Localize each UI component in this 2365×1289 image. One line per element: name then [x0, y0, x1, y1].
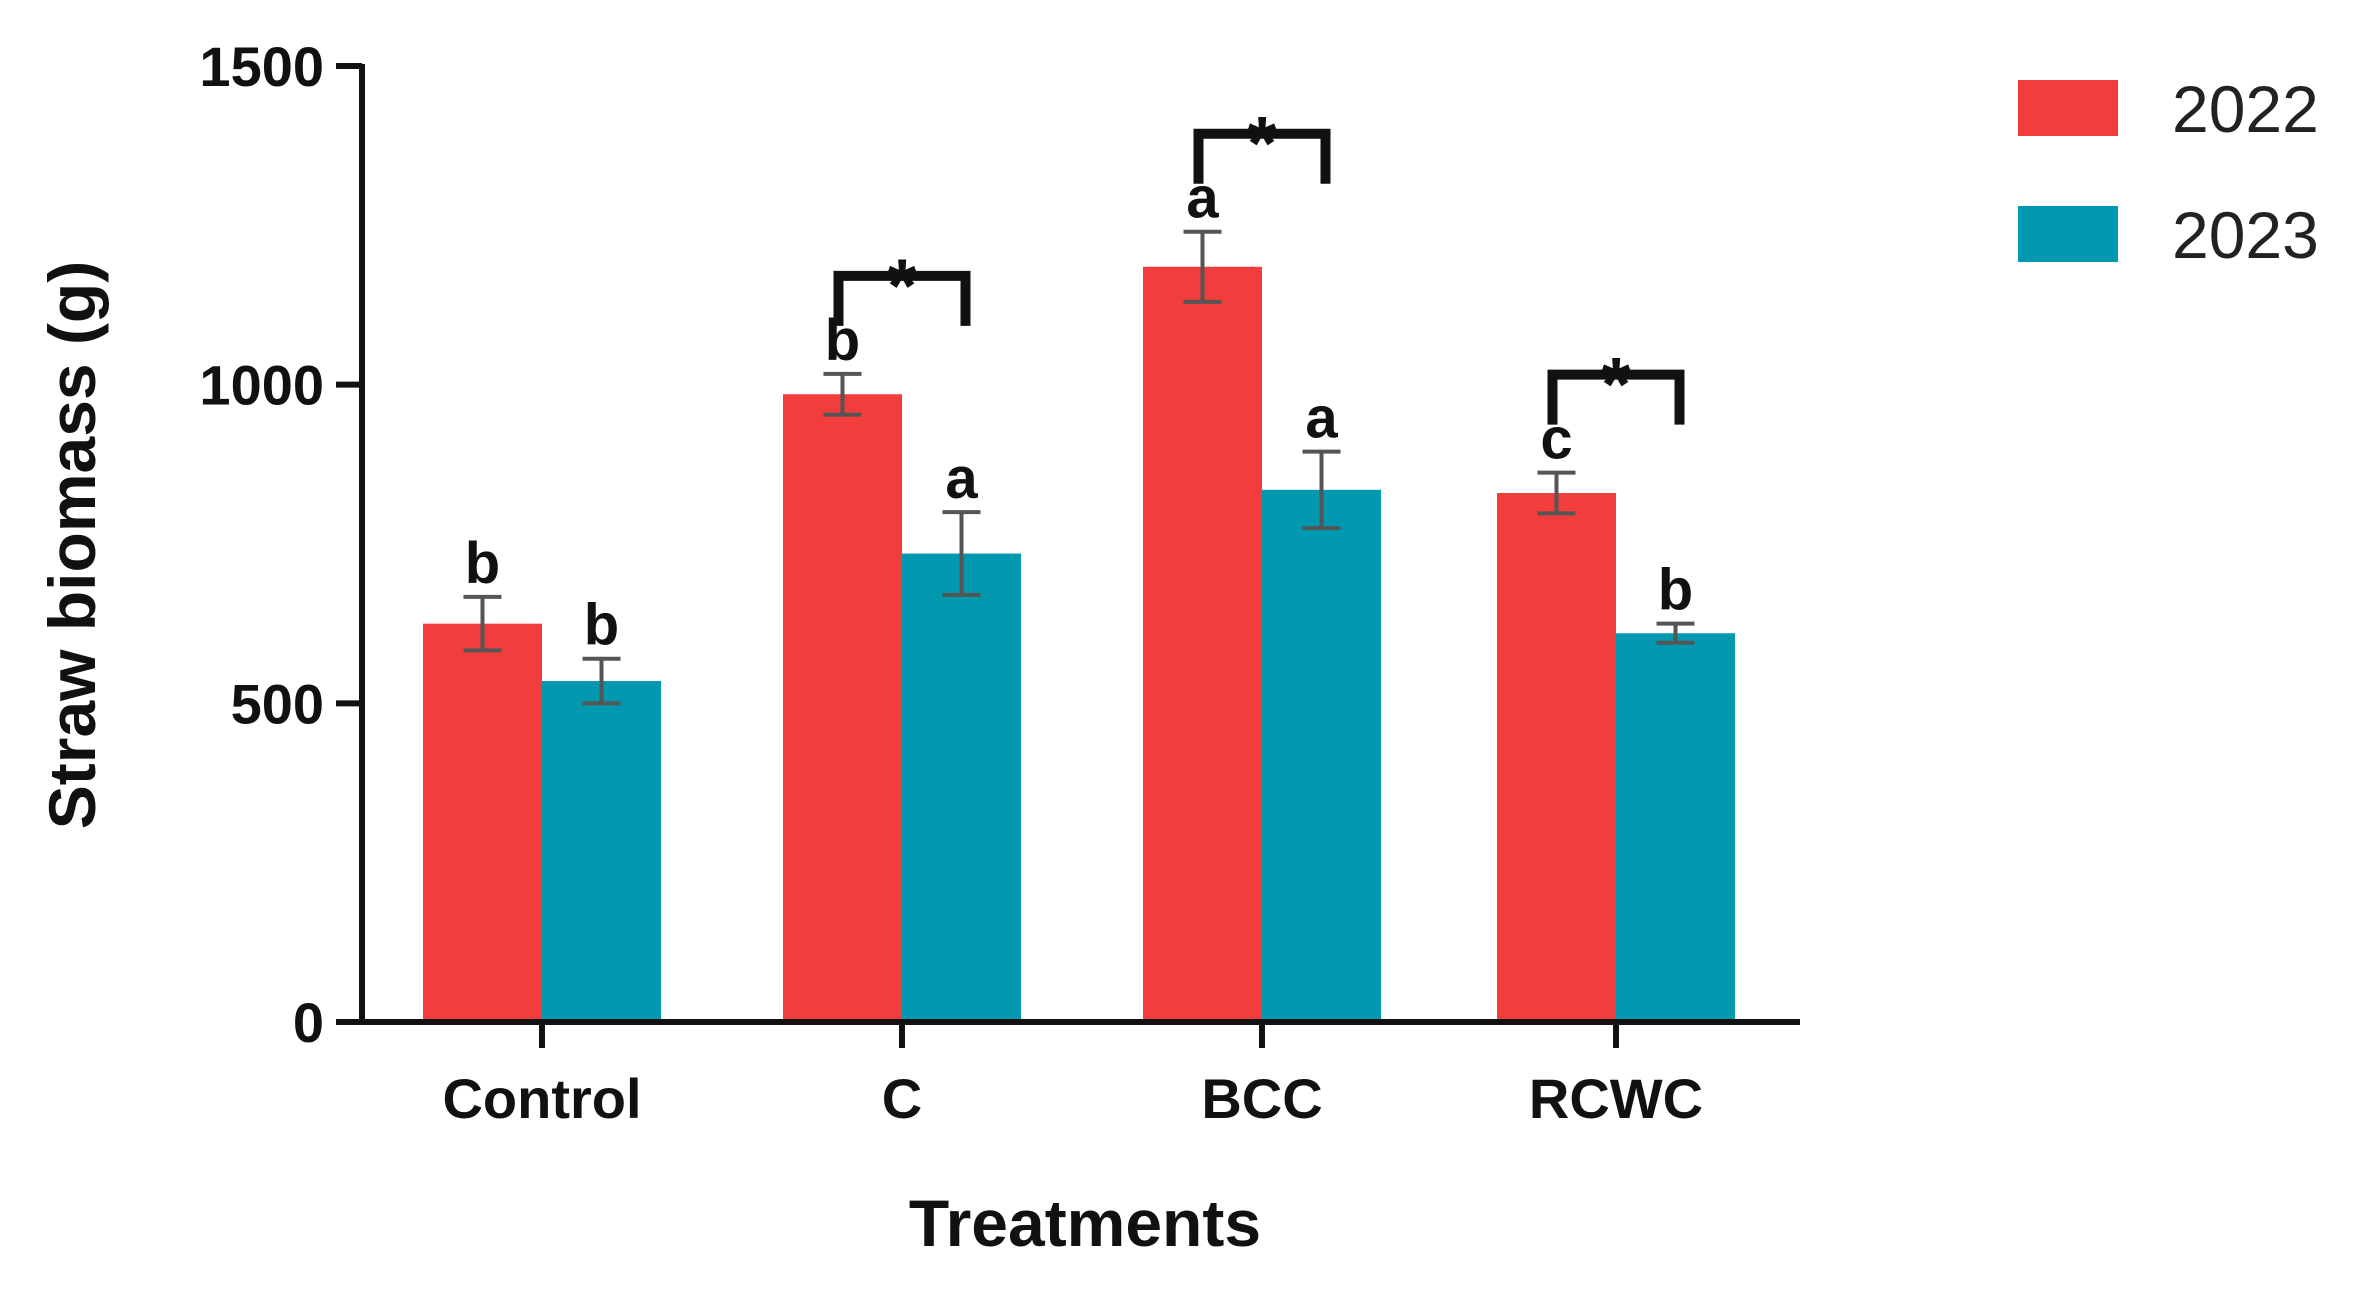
y-tick-label-1000: 1000	[199, 354, 324, 417]
bar-rcwc-2022	[1497, 493, 1616, 1023]
bars-group	[423, 266, 1735, 1023]
y-tick-label-500: 500	[231, 672, 324, 735]
error-bar-control-2022	[463, 594, 502, 653]
significance-star-bcc: *	[1247, 102, 1277, 187]
legend-label-2023: 2023	[2172, 198, 2319, 272]
y-axis-title: Straw biomass (g)	[35, 261, 109, 829]
significance-star-c: *	[887, 244, 917, 329]
bar-c-2023	[902, 553, 1021, 1022]
error-bar-bcc-2023	[1302, 449, 1341, 531]
error-bar-control-2023	[582, 656, 621, 706]
bar-rcwc-2023	[1616, 633, 1735, 1022]
x-tick-label-bcc: BCC	[1201, 1067, 1322, 1130]
bar-bcc-2023	[1262, 489, 1381, 1022]
significance-bracket-c: *	[833, 244, 971, 329]
legend-item-2022: 2022	[2018, 72, 2319, 146]
legend-item-2023: 2023	[2018, 198, 2319, 272]
significance-star-rcwc: *	[1601, 343, 1631, 428]
error-bar-rcwc-2023	[1656, 621, 1695, 645]
y-tick-label-1500: 1500	[199, 35, 324, 98]
legend-label-2022: 2022	[2172, 72, 2319, 146]
error-bars-group	[463, 229, 1695, 706]
legend-swatch-2022	[2018, 80, 2118, 136]
letter-label-control-2022: b	[465, 531, 500, 596]
significance-bracket-rcwc: *	[1547, 343, 1685, 428]
significance-brackets-group: * * *	[833, 102, 1685, 428]
bar-c-2022	[783, 394, 902, 1022]
error-bar-c-2023	[942, 510, 981, 597]
letter-label-rcwc-2023: b	[1658, 558, 1693, 623]
letter-label-bcc-2023: a	[1305, 386, 1338, 451]
x-tick-label-c: C	[882, 1067, 922, 1130]
x-tick-label-rcwc: RCWC	[1529, 1067, 1703, 1130]
bar-bcc-2022	[1143, 266, 1262, 1022]
error-bar-bcc-2022	[1183, 229, 1222, 304]
error-bar-c-2022	[823, 371, 862, 417]
letter-label-c-2023: a	[945, 446, 978, 511]
x-tick-label-control: Control	[442, 1067, 641, 1130]
axes-group: 0 500 1000 1500 Control C BCC RCWC	[199, 35, 1800, 1130]
letter-label-control-2023: b	[584, 593, 619, 658]
bar-control-2023	[542, 681, 661, 1022]
error-bar-rcwc-2022	[1537, 470, 1576, 516]
legend: 2022 2023	[2018, 72, 2319, 272]
x-axis-title: Treatments	[909, 1186, 1261, 1260]
bar-control-2022	[423, 623, 542, 1022]
significance-bracket-bcc: *	[1193, 102, 1331, 187]
legend-swatch-2023	[2018, 206, 2118, 262]
y-tick-label-0: 0	[293, 991, 324, 1054]
